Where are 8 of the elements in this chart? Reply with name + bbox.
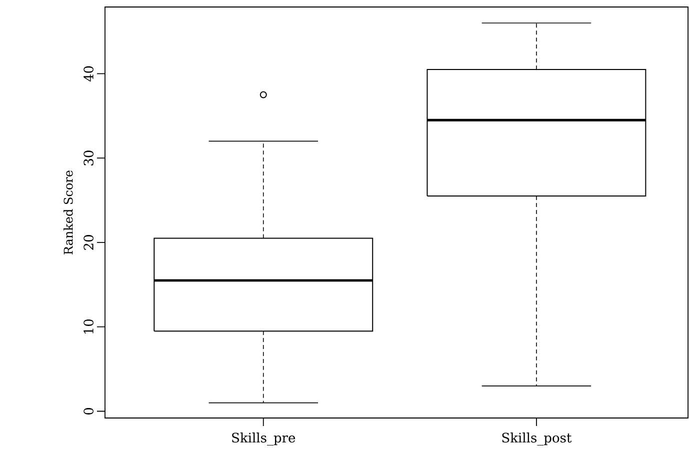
x-tick-label: Skills_pre — [232, 432, 296, 446]
y-tick-label: 40 — [84, 66, 94, 82]
x-tick-label: Skills_post — [502, 432, 572, 446]
y-tick-label: 10 — [84, 319, 94, 334]
y-axis-title: Ranked Score — [64, 170, 73, 254]
y-tick-label: 20 — [84, 235, 94, 250]
y-tick-label: 30 — [84, 150, 94, 166]
y-tick-label: 0 — [84, 408, 94, 415]
